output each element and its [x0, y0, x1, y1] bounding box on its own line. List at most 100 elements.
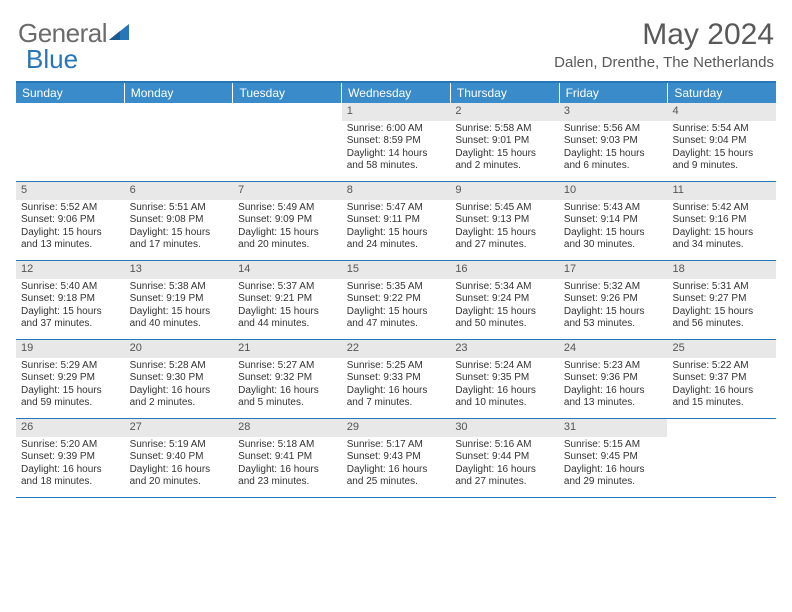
day-number: 11: [667, 182, 776, 200]
day-cell: 18Sunrise: 5:31 AMSunset: 9:27 PMDayligh…: [667, 261, 776, 339]
daylight-text: Daylight: 15 hours and 30 minutes.: [564, 227, 663, 252]
sunset-text: Sunset: 9:06 PM: [21, 214, 120, 227]
day-cell: 14Sunrise: 5:37 AMSunset: 9:21 PMDayligh…: [233, 261, 342, 339]
day-cell: 29Sunrise: 5:17 AMSunset: 9:43 PMDayligh…: [342, 419, 451, 497]
day-cell: 31Sunrise: 5:15 AMSunset: 9:45 PMDayligh…: [559, 419, 668, 497]
day-number: 14: [233, 261, 342, 279]
weekday-saturday: Saturday: [667, 83, 776, 103]
daylight-text: Daylight: 15 hours and 34 minutes.: [672, 227, 771, 252]
day-cell: 26Sunrise: 5:20 AMSunset: 9:39 PMDayligh…: [16, 419, 125, 497]
sunset-text: Sunset: 9:35 PM: [455, 372, 554, 385]
sunset-text: Sunset: 9:36 PM: [564, 372, 663, 385]
daylight-text: Daylight: 15 hours and 37 minutes.: [21, 306, 120, 331]
day-body: Sunrise: 5:22 AMSunset: 9:37 PMDaylight:…: [667, 360, 776, 414]
sunrise-text: Sunrise: 5:58 AM: [455, 123, 554, 136]
day-number: 28: [233, 419, 342, 437]
day-body: Sunrise: 5:43 AMSunset: 9:14 PMDaylight:…: [559, 202, 668, 256]
daylight-text: Daylight: 16 hours and 23 minutes.: [238, 464, 337, 489]
week-row: 1Sunrise: 6:00 AMSunset: 8:59 PMDaylight…: [16, 103, 776, 182]
day-cell: 30Sunrise: 5:16 AMSunset: 9:44 PMDayligh…: [450, 419, 559, 497]
day-cell: 28Sunrise: 5:18 AMSunset: 9:41 PMDayligh…: [233, 419, 342, 497]
sunrise-text: Sunrise: 5:29 AM: [21, 360, 120, 373]
day-body: Sunrise: 5:58 AMSunset: 9:01 PMDaylight:…: [450, 123, 559, 177]
sunrise-text: Sunrise: 5:56 AM: [564, 123, 663, 136]
daylight-text: Daylight: 15 hours and 9 minutes.: [672, 148, 771, 173]
sunrise-text: Sunrise: 5:28 AM: [130, 360, 229, 373]
day-body: Sunrise: 5:20 AMSunset: 9:39 PMDaylight:…: [16, 439, 125, 493]
week-row: 12Sunrise: 5:40 AMSunset: 9:18 PMDayligh…: [16, 261, 776, 340]
daylight-text: Daylight: 16 hours and 29 minutes.: [564, 464, 663, 489]
daylight-text: Daylight: 15 hours and 27 minutes.: [455, 227, 554, 252]
day-cell: 20Sunrise: 5:28 AMSunset: 9:30 PMDayligh…: [125, 340, 234, 418]
daylight-text: Daylight: 15 hours and 50 minutes.: [455, 306, 554, 331]
day-body: Sunrise: 5:25 AMSunset: 9:33 PMDaylight:…: [342, 360, 451, 414]
day-number: 24: [559, 340, 668, 358]
day-body: Sunrise: 5:15 AMSunset: 9:45 PMDaylight:…: [559, 439, 668, 493]
sunrise-text: Sunrise: 5:19 AM: [130, 439, 229, 452]
weekday-row: Sunday Monday Tuesday Wednesday Thursday…: [16, 83, 776, 103]
sunset-text: Sunset: 9:37 PM: [672, 372, 771, 385]
day-body: Sunrise: 5:27 AMSunset: 9:32 PMDaylight:…: [233, 360, 342, 414]
day-number: 19: [16, 340, 125, 358]
daylight-text: Daylight: 15 hours and 20 minutes.: [238, 227, 337, 252]
day-number: 15: [342, 261, 451, 279]
sunrise-text: Sunrise: 5:32 AM: [564, 281, 663, 294]
daylight-text: Daylight: 15 hours and 47 minutes.: [347, 306, 446, 331]
sunset-text: Sunset: 9:32 PM: [238, 372, 337, 385]
daylight-text: Daylight: 15 hours and 13 minutes.: [21, 227, 120, 252]
day-number: 21: [233, 340, 342, 358]
daylight-text: Daylight: 16 hours and 2 minutes.: [130, 385, 229, 410]
sunset-text: Sunset: 9:43 PM: [347, 451, 446, 464]
sunset-text: Sunset: 9:08 PM: [130, 214, 229, 227]
sunrise-text: Sunrise: 5:31 AM: [672, 281, 771, 294]
day-body: Sunrise: 5:51 AMSunset: 9:08 PMDaylight:…: [125, 202, 234, 256]
sunrise-text: Sunrise: 5:43 AM: [564, 202, 663, 215]
day-cell: 10Sunrise: 5:43 AMSunset: 9:14 PMDayligh…: [559, 182, 668, 260]
day-number: 29: [342, 419, 451, 437]
day-cell: 19Sunrise: 5:29 AMSunset: 9:29 PMDayligh…: [16, 340, 125, 418]
day-cell: 4Sunrise: 5:54 AMSunset: 9:04 PMDaylight…: [667, 103, 776, 181]
sunrise-text: Sunrise: 5:49 AM: [238, 202, 337, 215]
sunset-text: Sunset: 9:09 PM: [238, 214, 337, 227]
sunset-text: Sunset: 9:14 PM: [564, 214, 663, 227]
sunrise-text: Sunrise: 5:16 AM: [455, 439, 554, 452]
day-body: Sunrise: 5:54 AMSunset: 9:04 PMDaylight:…: [667, 123, 776, 177]
day-cell: 8Sunrise: 5:47 AMSunset: 9:11 PMDaylight…: [342, 182, 451, 260]
day-body: [667, 439, 776, 443]
sunset-text: Sunset: 9:16 PM: [672, 214, 771, 227]
daylight-text: Daylight: 16 hours and 10 minutes.: [455, 385, 554, 410]
week-row: 26Sunrise: 5:20 AMSunset: 9:39 PMDayligh…: [16, 419, 776, 498]
logo-triangle-icon: [109, 18, 129, 49]
sunrise-text: Sunrise: 6:00 AM: [347, 123, 446, 136]
day-body: Sunrise: 5:19 AMSunset: 9:40 PMDaylight:…: [125, 439, 234, 493]
day-cell: 13Sunrise: 5:38 AMSunset: 9:19 PMDayligh…: [125, 261, 234, 339]
day-cell: 6Sunrise: 5:51 AMSunset: 9:08 PMDaylight…: [125, 182, 234, 260]
day-cell: 24Sunrise: 5:23 AMSunset: 9:36 PMDayligh…: [559, 340, 668, 418]
day-number: 3: [559, 103, 668, 121]
daylight-text: Daylight: 15 hours and 2 minutes.: [455, 148, 554, 173]
weekday-thursday: Thursday: [450, 83, 559, 103]
day-number: 27: [125, 419, 234, 437]
day-cell: 9Sunrise: 5:45 AMSunset: 9:13 PMDaylight…: [450, 182, 559, 260]
title-block: May 2024 Dalen, Drenthe, The Netherlands: [554, 18, 774, 71]
day-number: 30: [450, 419, 559, 437]
day-cell: [125, 103, 234, 181]
day-body: Sunrise: 5:45 AMSunset: 9:13 PMDaylight:…: [450, 202, 559, 256]
sunrise-text: Sunrise: 5:25 AM: [347, 360, 446, 373]
sunset-text: Sunset: 9:24 PM: [455, 293, 554, 306]
sunrise-text: Sunrise: 5:35 AM: [347, 281, 446, 294]
day-number: 12: [16, 261, 125, 279]
sunset-text: Sunset: 9:01 PM: [455, 135, 554, 148]
sunset-text: Sunset: 9:22 PM: [347, 293, 446, 306]
sunset-text: Sunset: 9:04 PM: [672, 135, 771, 148]
day-body: Sunrise: 5:32 AMSunset: 9:26 PMDaylight:…: [559, 281, 668, 335]
daylight-text: Daylight: 16 hours and 20 minutes.: [130, 464, 229, 489]
day-number: 8: [342, 182, 451, 200]
day-number: 22: [342, 340, 451, 358]
day-body: Sunrise: 5:56 AMSunset: 9:03 PMDaylight:…: [559, 123, 668, 177]
day-body: Sunrise: 6:00 AMSunset: 8:59 PMDaylight:…: [342, 123, 451, 177]
day-cell: [16, 103, 125, 181]
daylight-text: Daylight: 16 hours and 27 minutes.: [455, 464, 554, 489]
day-body: [16, 123, 125, 127]
sunrise-text: Sunrise: 5:34 AM: [455, 281, 554, 294]
